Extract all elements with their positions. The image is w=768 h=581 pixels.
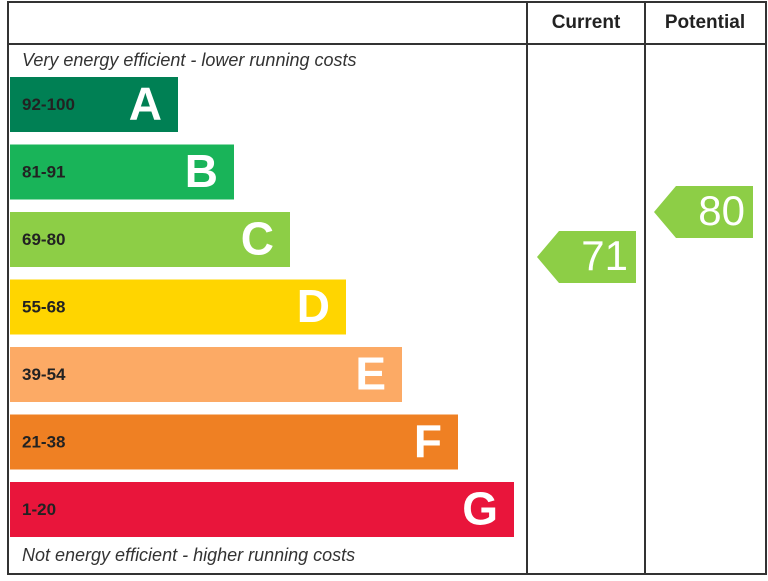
band-range: 39-54 [22, 365, 66, 384]
band-bar [10, 482, 514, 537]
band-letter: F [414, 415, 442, 467]
band-bar [10, 144, 234, 200]
band-letter: G [462, 483, 498, 535]
rating-value: 71 [581, 232, 628, 279]
rating-arrow [654, 186, 753, 238]
column-header: Current [552, 12, 621, 33]
band-bar [10, 212, 290, 267]
band-letter: D [297, 280, 330, 332]
column-header: Potential [665, 12, 745, 33]
band-bar [10, 347, 402, 402]
band-letter: A [129, 78, 162, 130]
band-bar [10, 414, 458, 470]
rating-value: 80 [698, 187, 745, 234]
band-bar [10, 279, 346, 335]
band-range: 69-80 [22, 230, 65, 249]
rating-arrow [537, 231, 636, 283]
band-range: 81-91 [22, 162, 65, 181]
top-note: Very energy efficient - lower running co… [22, 50, 357, 70]
band-range: 21-38 [22, 432, 65, 451]
band-range: 1-20 [22, 500, 56, 519]
band-range: 55-68 [22, 297, 65, 316]
band-bar [10, 77, 178, 132]
band-letter: B [185, 145, 218, 197]
frame [7, 1, 767, 575]
band-letter: C [241, 213, 274, 265]
bottom-note: Not energy efficient - higher running co… [22, 545, 355, 565]
band-letter: E [355, 348, 386, 400]
band-range: 92-100 [22, 95, 75, 114]
